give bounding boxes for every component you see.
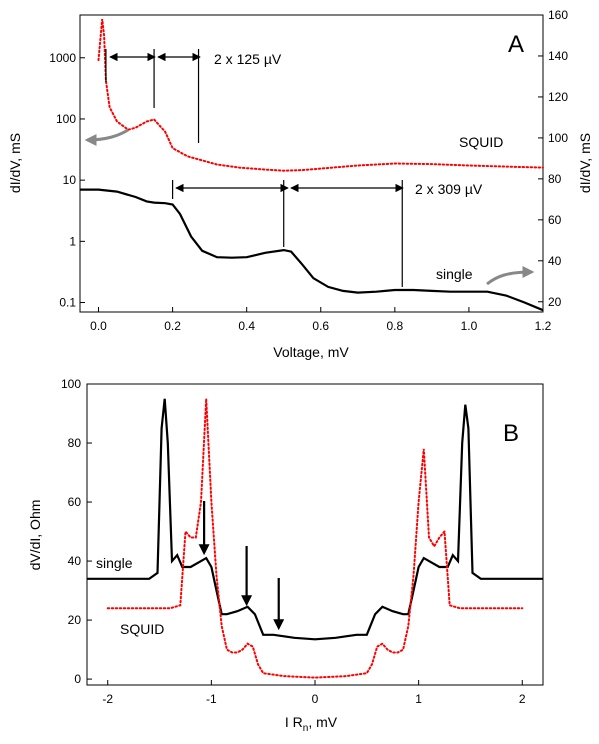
panel-a-label: A xyxy=(508,31,524,58)
left-axis-indicator-arrow xyxy=(84,128,129,146)
panel-a-y-tick-label: 100 xyxy=(56,112,76,126)
panel-b-y-tick-label: 100 xyxy=(61,377,81,391)
panel-a-y-right-tick-label: 80 xyxy=(548,172,562,186)
panel-a-ylabel-right: dI/dV, mS xyxy=(577,133,593,193)
panel-b: B I Rn, mV dV/dI, Ohm -2 -1 0 1 2 0 20 40 60 80 1… xyxy=(27,377,544,734)
panel-a-y-right-tick-label: 160 xyxy=(548,8,568,22)
panel-b-series xyxy=(87,398,543,679)
panel-b-x-tick-label: 1 xyxy=(415,692,422,706)
panel-a-y-tick-label: 1000 xyxy=(49,51,76,65)
annotation-single-b: single xyxy=(96,555,133,571)
panel-b-y-ticks: 0 20 40 60 80 100 xyxy=(61,377,92,686)
panel-b-x-tick-label: 0 xyxy=(312,692,319,706)
panel-a-xlabel: Voltage, mV xyxy=(273,344,349,360)
panel-a-x-tick-label: 1.0 xyxy=(461,319,478,333)
panel-b-label: B xyxy=(503,420,519,447)
panel-b-x-ticks: -2 -1 0 1 2 xyxy=(102,680,526,706)
panel-a-marker-lines xyxy=(105,49,403,287)
panel-b-xlabel-sub: n xyxy=(303,723,309,734)
panel-a-y-right-tick-label: 20 xyxy=(548,295,562,309)
panel-a-y-right-tick-label: 100 xyxy=(548,131,568,145)
annotation-2x309: 2 x 309 µV xyxy=(415,181,483,197)
panel-a-x-tick-label: 0.6 xyxy=(312,319,329,333)
panel-a-x-tick-label: 1.2 xyxy=(535,319,552,333)
panel-a-x-tick-label: 0.4 xyxy=(238,319,255,333)
panel-a-x-tick-label: 0.2 xyxy=(164,319,181,333)
annotation-squid-a: SQUID xyxy=(459,134,503,150)
panel-b-x-tick-label: 2 xyxy=(519,692,526,706)
panel-b-y-tick-label: 40 xyxy=(68,554,82,568)
annotation-single-a: single xyxy=(436,266,473,282)
panel-b-xlabel-unit: , mV xyxy=(308,714,337,730)
panel-b-y-tick-label: 20 xyxy=(68,613,82,627)
panel-a-y-tick-label: 0.1 xyxy=(59,296,76,310)
panel-a-x-tick-label: 0.0 xyxy=(90,319,107,333)
panel-b-xlabel-main: I R xyxy=(285,714,303,730)
panel-b-xlabel: I Rn, mV xyxy=(285,714,338,734)
panel-b-y-tick-label: 0 xyxy=(74,672,81,686)
panel-a-y-right-tick-label: 60 xyxy=(548,213,562,227)
panel-a-y-ticks-right: 20 40 60 80 100 120 140 160 xyxy=(538,8,568,309)
panel-a-x-tick-label: 0.8 xyxy=(386,319,403,333)
panel-a-y-tick-label: 10 xyxy=(63,173,77,187)
panel-a-ylabel-left: dI/dV, mS xyxy=(7,133,23,193)
panel-b-y-tick-label: 60 xyxy=(68,495,82,509)
right-axis-indicator-arrow xyxy=(486,266,535,286)
series-single-line xyxy=(80,188,544,312)
panel-b-arrows xyxy=(198,501,285,631)
panel-a-y-ticks-left: 0.1 1 10 100 1000 xyxy=(49,51,85,310)
panel-a-y-right-tick-label: 120 xyxy=(548,90,568,104)
panel-a-frame xyxy=(79,14,544,313)
series-squid-line xyxy=(97,18,544,172)
panel-a-y-right-tick-label: 40 xyxy=(548,254,562,268)
annotation-2x125: 2 x 125 µV xyxy=(214,51,282,67)
panel-a-series xyxy=(80,18,544,312)
annotation-squid-b: SQUID xyxy=(120,621,164,637)
panel-b-x-tick-label: -1 xyxy=(206,692,217,706)
panel-b-y-tick-label: 80 xyxy=(68,436,82,450)
series-single-line xyxy=(87,398,543,641)
panel-a-x-ticks: 0.0 0.2 0.4 0.6 0.8 1.0 1.2 xyxy=(90,307,552,333)
panel-b-x-tick-label: -2 xyxy=(102,692,113,706)
panel-b-ylabel: dV/dI, Ohm xyxy=(27,500,43,571)
panel-a: A Voltage, mV dI/dV, mS dI/dV, mS 0.0 0.2… xyxy=(7,8,593,360)
panel-a-y-tick-label: 1 xyxy=(69,234,76,248)
series-squid-line xyxy=(106,398,524,679)
panel-a-y-right-tick-label: 140 xyxy=(548,49,568,63)
